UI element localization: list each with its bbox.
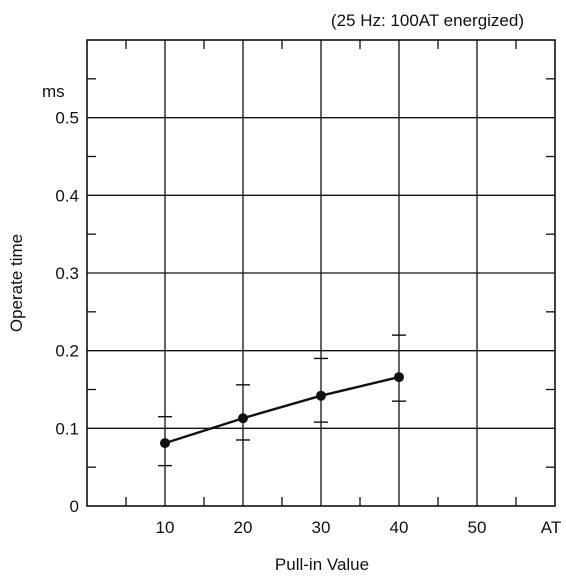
x-tick-labels: 10 20 30 40 50 xyxy=(156,518,487,537)
x-tick-label: 30 xyxy=(312,518,331,537)
y-axis-label: Operate time xyxy=(7,234,26,332)
x-tick-label: 10 xyxy=(156,518,175,537)
data-points xyxy=(160,372,404,449)
chart-note: (25 Hz: 100AT energized) xyxy=(331,11,524,30)
data-point xyxy=(394,372,404,383)
x-tick-label: 50 xyxy=(468,518,487,537)
x-axis-label: Pull-in Value xyxy=(275,555,369,574)
y-tick-labels: 0 0.1 0.2 0.3 0.4 0.5 xyxy=(55,109,79,516)
x-unit-label: AT xyxy=(541,518,561,537)
y-tick-label: 0 xyxy=(70,497,79,516)
plot-frame xyxy=(86,39,556,507)
y-tick-label: 0.1 xyxy=(55,419,79,438)
y-tick-label: 0.4 xyxy=(55,186,79,205)
data-point xyxy=(316,390,326,401)
error-bars xyxy=(158,334,406,467)
grid-layer xyxy=(87,40,555,506)
y-tick-label: 0.3 xyxy=(55,264,79,283)
y-tick-label: 0.2 xyxy=(55,342,79,361)
data-point xyxy=(160,438,170,449)
x-tick-label: 40 xyxy=(390,518,409,537)
minor-tick-marks xyxy=(87,40,555,506)
data-point xyxy=(238,413,248,424)
y-tick-label: 0.5 xyxy=(55,109,79,128)
series-line xyxy=(164,375,400,445)
y-unit-label: ms xyxy=(42,82,65,101)
x-tick-label: 20 xyxy=(234,518,253,537)
